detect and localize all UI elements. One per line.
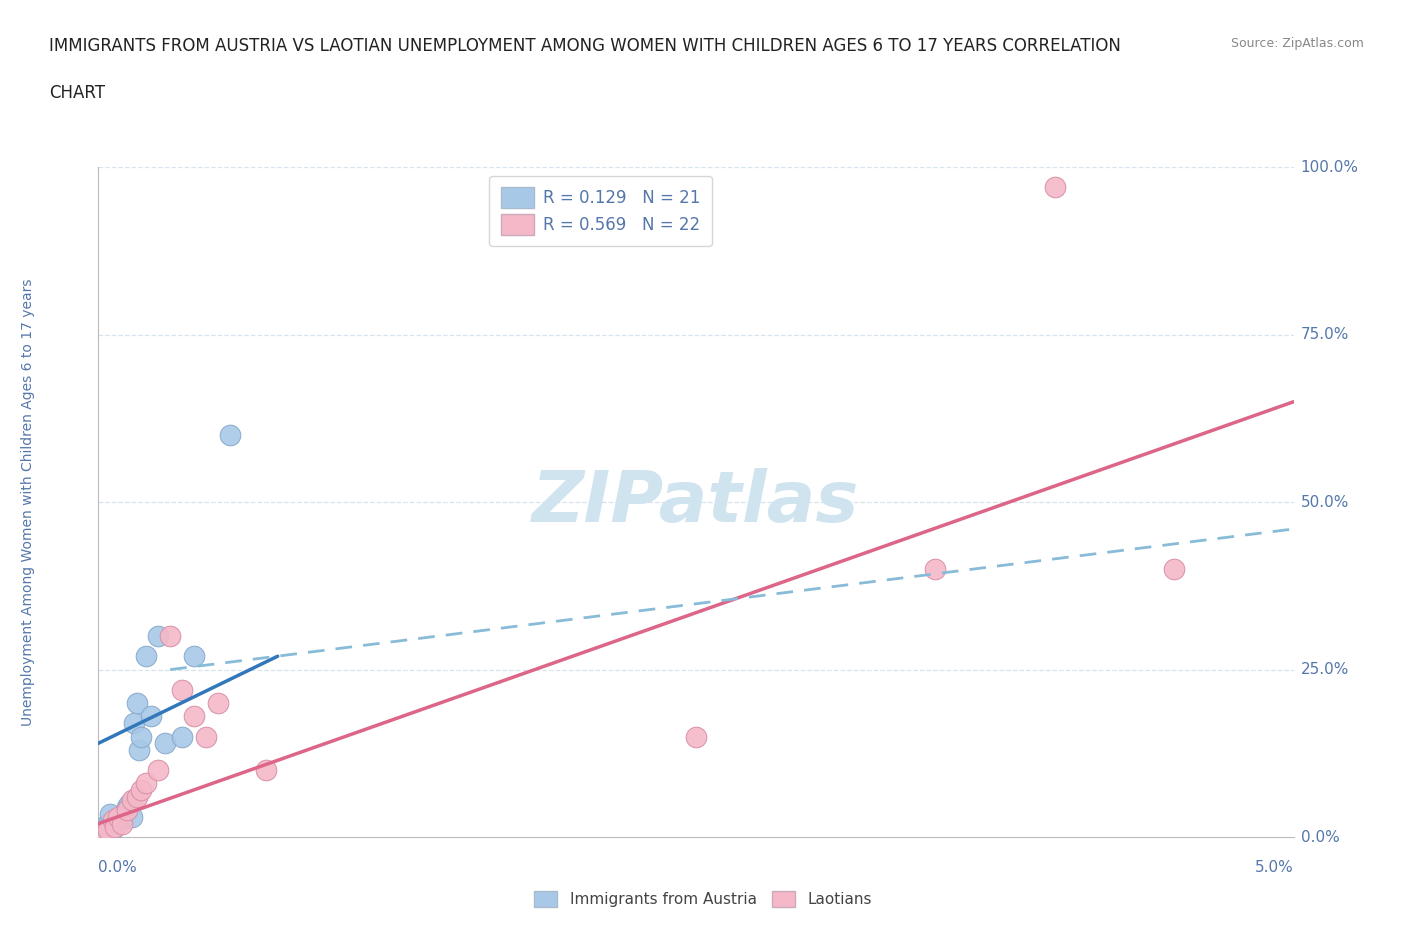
- Text: ZIPatlas: ZIPatlas: [533, 468, 859, 537]
- Point: [101, 813, 124, 828]
- Text: Source: ZipAtlas.com: Source: ZipAtlas.com: [1230, 37, 1364, 50]
- Point: [172, 683, 194, 698]
- Point: [104, 817, 127, 831]
- Point: [172, 729, 194, 744]
- Point: [91, 826, 114, 841]
- Point: [924, 562, 946, 577]
- Text: CHART: CHART: [49, 84, 105, 101]
- Point: [111, 817, 134, 831]
- Point: [115, 803, 138, 817]
- Point: [159, 629, 181, 644]
- Point: [128, 742, 150, 757]
- Point: [125, 790, 148, 804]
- Text: 100.0%: 100.0%: [1301, 160, 1358, 175]
- Point: [183, 709, 205, 724]
- Point: [97, 817, 120, 831]
- Point: [219, 428, 242, 443]
- Point: [148, 629, 170, 644]
- Point: [104, 819, 127, 834]
- Point: [115, 800, 138, 815]
- Text: 50.0%: 50.0%: [1301, 495, 1348, 510]
- Point: [118, 796, 141, 811]
- Point: [254, 763, 277, 777]
- Point: [97, 823, 120, 838]
- Point: [148, 763, 170, 777]
- Point: [124, 716, 146, 731]
- Legend: R = 0.129   N = 21, R = 0.569   N = 22: R = 0.129 N = 21, R = 0.569 N = 22: [489, 176, 711, 246]
- Point: [131, 783, 153, 798]
- Point: [155, 736, 177, 751]
- Point: [121, 792, 143, 807]
- Point: [685, 729, 707, 744]
- Point: [125, 696, 148, 711]
- Point: [1043, 180, 1066, 195]
- Text: 0.0%: 0.0%: [1301, 830, 1340, 844]
- Text: 0.0%: 0.0%: [98, 860, 138, 875]
- Point: [131, 729, 153, 744]
- Point: [111, 813, 134, 828]
- Text: IMMIGRANTS FROM AUSTRIA VS LAOTIAN UNEMPLOYMENT AMONG WOMEN WITH CHILDREN AGES 6: IMMIGRANTS FROM AUSTRIA VS LAOTIAN UNEMP…: [49, 37, 1121, 55]
- Point: [207, 696, 229, 711]
- Point: [135, 776, 157, 790]
- Point: [91, 819, 114, 834]
- Point: [101, 821, 124, 836]
- Point: [107, 809, 129, 824]
- Point: [183, 649, 205, 664]
- Legend: Immigrants from Austria, Laotians: Immigrants from Austria, Laotians: [529, 884, 877, 913]
- Point: [194, 729, 218, 744]
- Point: [121, 809, 143, 824]
- Point: [139, 709, 162, 724]
- Point: [1163, 562, 1185, 577]
- Text: 75.0%: 75.0%: [1301, 327, 1348, 342]
- Text: 5.0%: 5.0%: [1254, 860, 1294, 875]
- Point: [135, 649, 157, 664]
- Point: [98, 806, 122, 821]
- Text: Unemployment Among Women with Children Ages 6 to 17 years: Unemployment Among Women with Children A…: [21, 278, 35, 726]
- Point: [107, 811, 129, 826]
- Text: 25.0%: 25.0%: [1301, 662, 1348, 677]
